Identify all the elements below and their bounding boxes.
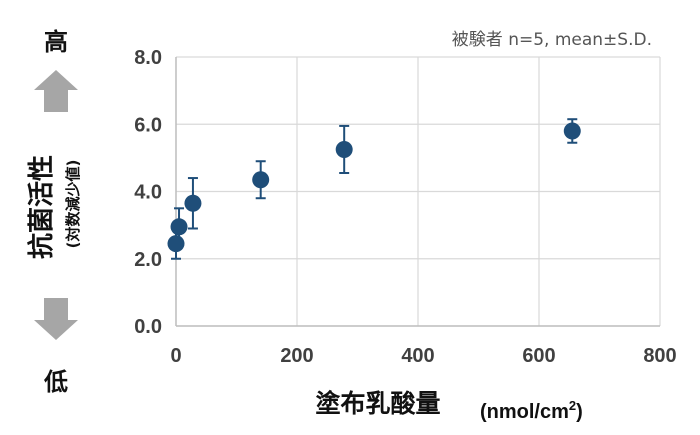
- data-point: [335, 140, 353, 158]
- down-arrow-icon: [34, 298, 78, 340]
- data-point: [563, 122, 581, 140]
- error-bars: [171, 118, 578, 260]
- data-point: [184, 194, 202, 212]
- x-tick-label: 600: [522, 345, 555, 367]
- y-high-label: 高: [44, 28, 68, 56]
- x-axis-label: 塗布乳酸量: [315, 389, 440, 418]
- y-axis-sublabel: (対数減少値): [64, 160, 82, 249]
- chart-annotation: 被験者 n=5, mean±S.D.: [452, 30, 652, 50]
- x-tick-label: 200: [280, 345, 313, 367]
- up-arrow-icon: [34, 70, 78, 112]
- data-points: [167, 122, 581, 253]
- y-axis-label: 抗菌活性: [26, 155, 57, 259]
- x-tick-label: 800: [643, 345, 676, 367]
- y-tick-label: 4.0: [134, 182, 162, 204]
- x-tick-label: 0: [170, 345, 181, 367]
- data-point: [252, 171, 270, 189]
- y-tick-label: 2.0: [134, 249, 162, 271]
- y-low-label: 低: [43, 368, 68, 396]
- tick-labels: 0.0 2.0 4.0 6.0 8.0 0 200 400 600 800: [134, 47, 677, 367]
- data-point: [170, 218, 188, 236]
- data-point: [167, 235, 185, 253]
- x-axis-unit: (nmol/cm2): [480, 398, 583, 423]
- y-tick-label: 0.0: [134, 316, 162, 338]
- grid: [175, 56, 661, 327]
- x-tick-label: 400: [401, 345, 434, 367]
- y-tick-label: 8.0: [134, 47, 162, 69]
- y-tick-label: 6.0: [134, 114, 162, 136]
- axes: [175, 57, 660, 327]
